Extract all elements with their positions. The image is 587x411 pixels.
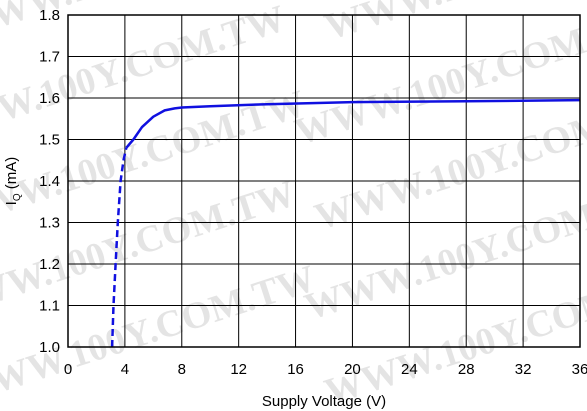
y-tick-label-1-6: 1.6	[39, 90, 60, 107]
y-tick-label-1-5: 1.5	[39, 132, 60, 149]
y-tick-label-1-0: 1.0	[39, 339, 60, 356]
x-tick-label-4: 4	[121, 361, 129, 378]
y-tick-label-1-2: 1.2	[39, 256, 60, 273]
series-layer	[110, 98, 581, 348]
y-axis-title-main: I	[3, 201, 20, 205]
x-tick-label-20: 20	[344, 361, 361, 378]
x-tick-label-0: 0	[64, 361, 72, 378]
grid	[68, 15, 580, 347]
series-line-1	[125, 98, 581, 149]
x-tick-label-16: 16	[287, 361, 304, 378]
y-tick-label-1-4: 1.4	[39, 173, 60, 190]
x-tick-label-24: 24	[401, 361, 418, 378]
x-tick-label-28: 28	[458, 361, 475, 378]
y-tick-labels: 1.0 1.1 1.2 1.3 1.4 1.5 1.6 1.7 1.8	[39, 7, 60, 356]
y-tick-label-1-8: 1.8	[39, 7, 60, 24]
y-axis-title-subscript: Q	[12, 193, 23, 201]
x-tick-label-8: 8	[178, 361, 186, 378]
y-axis-title: IQ (mA)	[3, 157, 23, 206]
y-tick-label-1-1: 1.1	[39, 298, 60, 315]
plot-frame	[67, 14, 581, 348]
y-axis-title-unit: (mA)	[3, 157, 20, 194]
y-tick-label-1-7: 1.7	[39, 49, 60, 66]
y-tick-label-1-3: 1.3	[39, 215, 60, 232]
x-tick-label-32: 32	[515, 361, 532, 378]
x-axis-title: Supply Voltage (V)	[262, 393, 386, 410]
x-tick-label-12: 12	[230, 361, 247, 378]
series-line-0	[110, 147, 128, 348]
x-tick-label-36: 36	[572, 361, 587, 378]
x-tick-labels: 0 4 8 12 16 20 24 28 32 36	[64, 361, 587, 378]
